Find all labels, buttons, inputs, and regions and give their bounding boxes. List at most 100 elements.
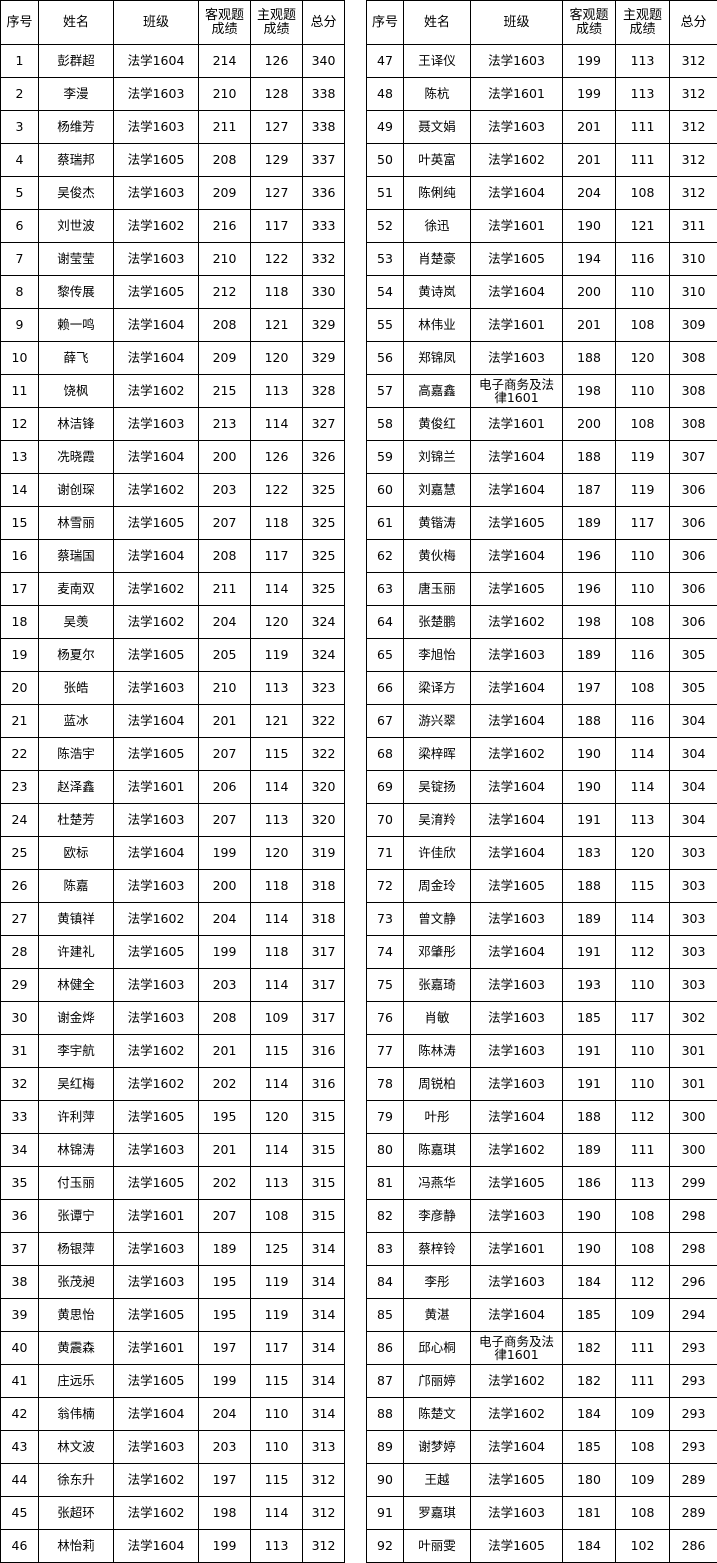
subjective-score-cell: 117 [250, 539, 303, 573]
name-cell: 陈浩宇 [38, 737, 114, 771]
class-cell: 法学1602 [113, 1034, 199, 1068]
objective-score-cell: 198 [562, 605, 616, 639]
objective-score-cell: 185 [562, 1001, 616, 1035]
total-score-cell: 306 [669, 605, 717, 639]
class-cell: 法学1601 [470, 1232, 563, 1266]
table-row: 80 陈嘉琪 法学1602 189 111 300 [366, 1133, 717, 1167]
total-score-cell: 306 [669, 506, 717, 540]
name-cell: 李旭怡 [403, 638, 471, 672]
total-score-cell: 336 [302, 176, 345, 210]
table-row: 42 翁伟楠 法学1604 204 110 314 [0, 1397, 345, 1431]
name-cell: 谢创琛 [38, 473, 114, 507]
total-score-cell: 319 [302, 836, 345, 870]
class-cell: 法学1603 [113, 176, 199, 210]
table-row: 74 邓肇彤 法学1604 191 112 303 [366, 935, 717, 969]
objective-score-cell: 201 [562, 308, 616, 342]
objective-score-cell: 184 [562, 1529, 616, 1563]
objective-score-cell: 193 [562, 968, 616, 1002]
subjective-score-cell: 108 [615, 176, 670, 210]
rank-cell: 16 [0, 539, 39, 573]
name-cell: 张超环 [38, 1496, 114, 1530]
rank-cell: 23 [0, 770, 39, 804]
objective-score-cell: 182 [562, 1364, 616, 1398]
total-score-cell: 312 [669, 143, 717, 177]
subjective-score-cell: 119 [250, 1298, 303, 1332]
name-cell: 肖楚豪 [403, 242, 471, 276]
table-row: 59 刘锦兰 法学1604 188 119 307 [366, 440, 717, 474]
rank-cell: 63 [366, 572, 404, 606]
name-cell: 蔡瑞邦 [38, 143, 114, 177]
objective-score-cell: 199 [562, 44, 616, 78]
objective-score-cell: 199 [198, 935, 251, 969]
objective-score-cell: 204 [198, 605, 251, 639]
total-score-cell: 304 [669, 737, 717, 771]
subjective-score-cell: 114 [250, 902, 303, 936]
total-score-cell: 296 [669, 1265, 717, 1299]
table-row: 37 杨银萍 法学1603 189 125 314 [0, 1232, 345, 1266]
subjective-score-cell: 119 [615, 440, 670, 474]
table-row: 6 刘世波 法学1602 216 117 333 [0, 209, 345, 243]
total-score-cell: 325 [302, 506, 345, 540]
class-cell: 法学1604 [470, 1298, 563, 1332]
rank-cell: 6 [0, 209, 39, 243]
total-score-cell: 306 [669, 572, 717, 606]
table-row: 60 刘嘉慧 法学1604 187 119 306 [366, 473, 717, 507]
name-cell: 刘锦兰 [403, 440, 471, 474]
rank-cell: 36 [0, 1199, 39, 1233]
objective-score-cell: 208 [198, 1001, 251, 1035]
objective-score-cell: 191 [562, 1034, 616, 1068]
total-score-cell: 313 [302, 1430, 345, 1464]
objective-score-cell: 210 [198, 77, 251, 111]
table-row: 15 林雪丽 法学1605 207 118 325 [0, 506, 345, 540]
subjective-score-cell: 117 [250, 209, 303, 243]
table-row: 46 林怡莉 法学1604 199 113 312 [0, 1529, 345, 1563]
column-header-rank: 序号 [366, 0, 404, 45]
class-cell: 法学1604 [113, 308, 199, 342]
objective-score-cell: 211 [198, 572, 251, 606]
rank-cell: 52 [366, 209, 404, 243]
total-score-cell: 328 [302, 374, 345, 408]
subjective-score-cell: 115 [250, 1364, 303, 1398]
total-score-cell: 325 [302, 572, 345, 606]
name-cell: 赖一鸣 [38, 308, 114, 342]
table-row: 84 李彤 法学1603 184 112 296 [366, 1265, 717, 1299]
name-cell: 付玉丽 [38, 1166, 114, 1200]
objective-score-cell: 200 [198, 440, 251, 474]
rank-cell: 48 [366, 77, 404, 111]
name-cell: 蔡梓铃 [403, 1232, 471, 1266]
subjective-score-cell: 114 [615, 737, 670, 771]
name-cell: 张皓 [38, 671, 114, 705]
rank-cell: 26 [0, 869, 39, 903]
objective-score-cell: 203 [198, 968, 251, 1002]
name-cell: 张嘉琦 [403, 968, 471, 1002]
table-row: 48 陈杭 法学1601 199 113 312 [366, 77, 717, 111]
table-row: 21 蓝冰 法学1604 201 121 322 [0, 704, 345, 738]
subjective-score-cell: 109 [250, 1001, 303, 1035]
class-cell: 法学1604 [113, 341, 199, 375]
class-cell: 法学1603 [113, 968, 199, 1002]
name-cell: 邝丽婷 [403, 1364, 471, 1398]
name-cell: 黎传展 [38, 275, 114, 309]
subjective-score-cell: 115 [250, 1463, 303, 1497]
table-row: 12 林洁锋 法学1603 213 114 327 [0, 407, 345, 441]
subjective-score-cell: 122 [250, 473, 303, 507]
table-row: 51 陈俐纯 法学1604 204 108 312 [366, 176, 717, 210]
name-cell: 王越 [403, 1463, 471, 1497]
objective-score-cell: 199 [198, 836, 251, 870]
objective-score-cell: 197 [198, 1463, 251, 1497]
name-cell: 游兴翠 [403, 704, 471, 738]
name-cell: 高嘉鑫 [403, 374, 471, 408]
total-score-cell: 322 [302, 704, 345, 738]
subjective-score-cell: 110 [615, 374, 670, 408]
class-cell: 法学1604 [113, 440, 199, 474]
subjective-score-cell: 117 [250, 1331, 303, 1365]
table-row: 13 冼晓霞 法学1604 200 126 326 [0, 440, 345, 474]
subjective-score-cell: 121 [250, 704, 303, 738]
rank-cell: 56 [366, 341, 404, 375]
rank-cell: 33 [0, 1100, 39, 1134]
class-cell: 法学1602 [113, 473, 199, 507]
table-body: 1 彭群超 法学1604 214 126 340 2 李漫 法学1603 210 128 338 3 杨维… [0, 44, 345, 1563]
total-score-cell: 293 [669, 1364, 717, 1398]
total-score-cell: 318 [302, 869, 345, 903]
class-cell: 法学1604 [470, 275, 563, 309]
